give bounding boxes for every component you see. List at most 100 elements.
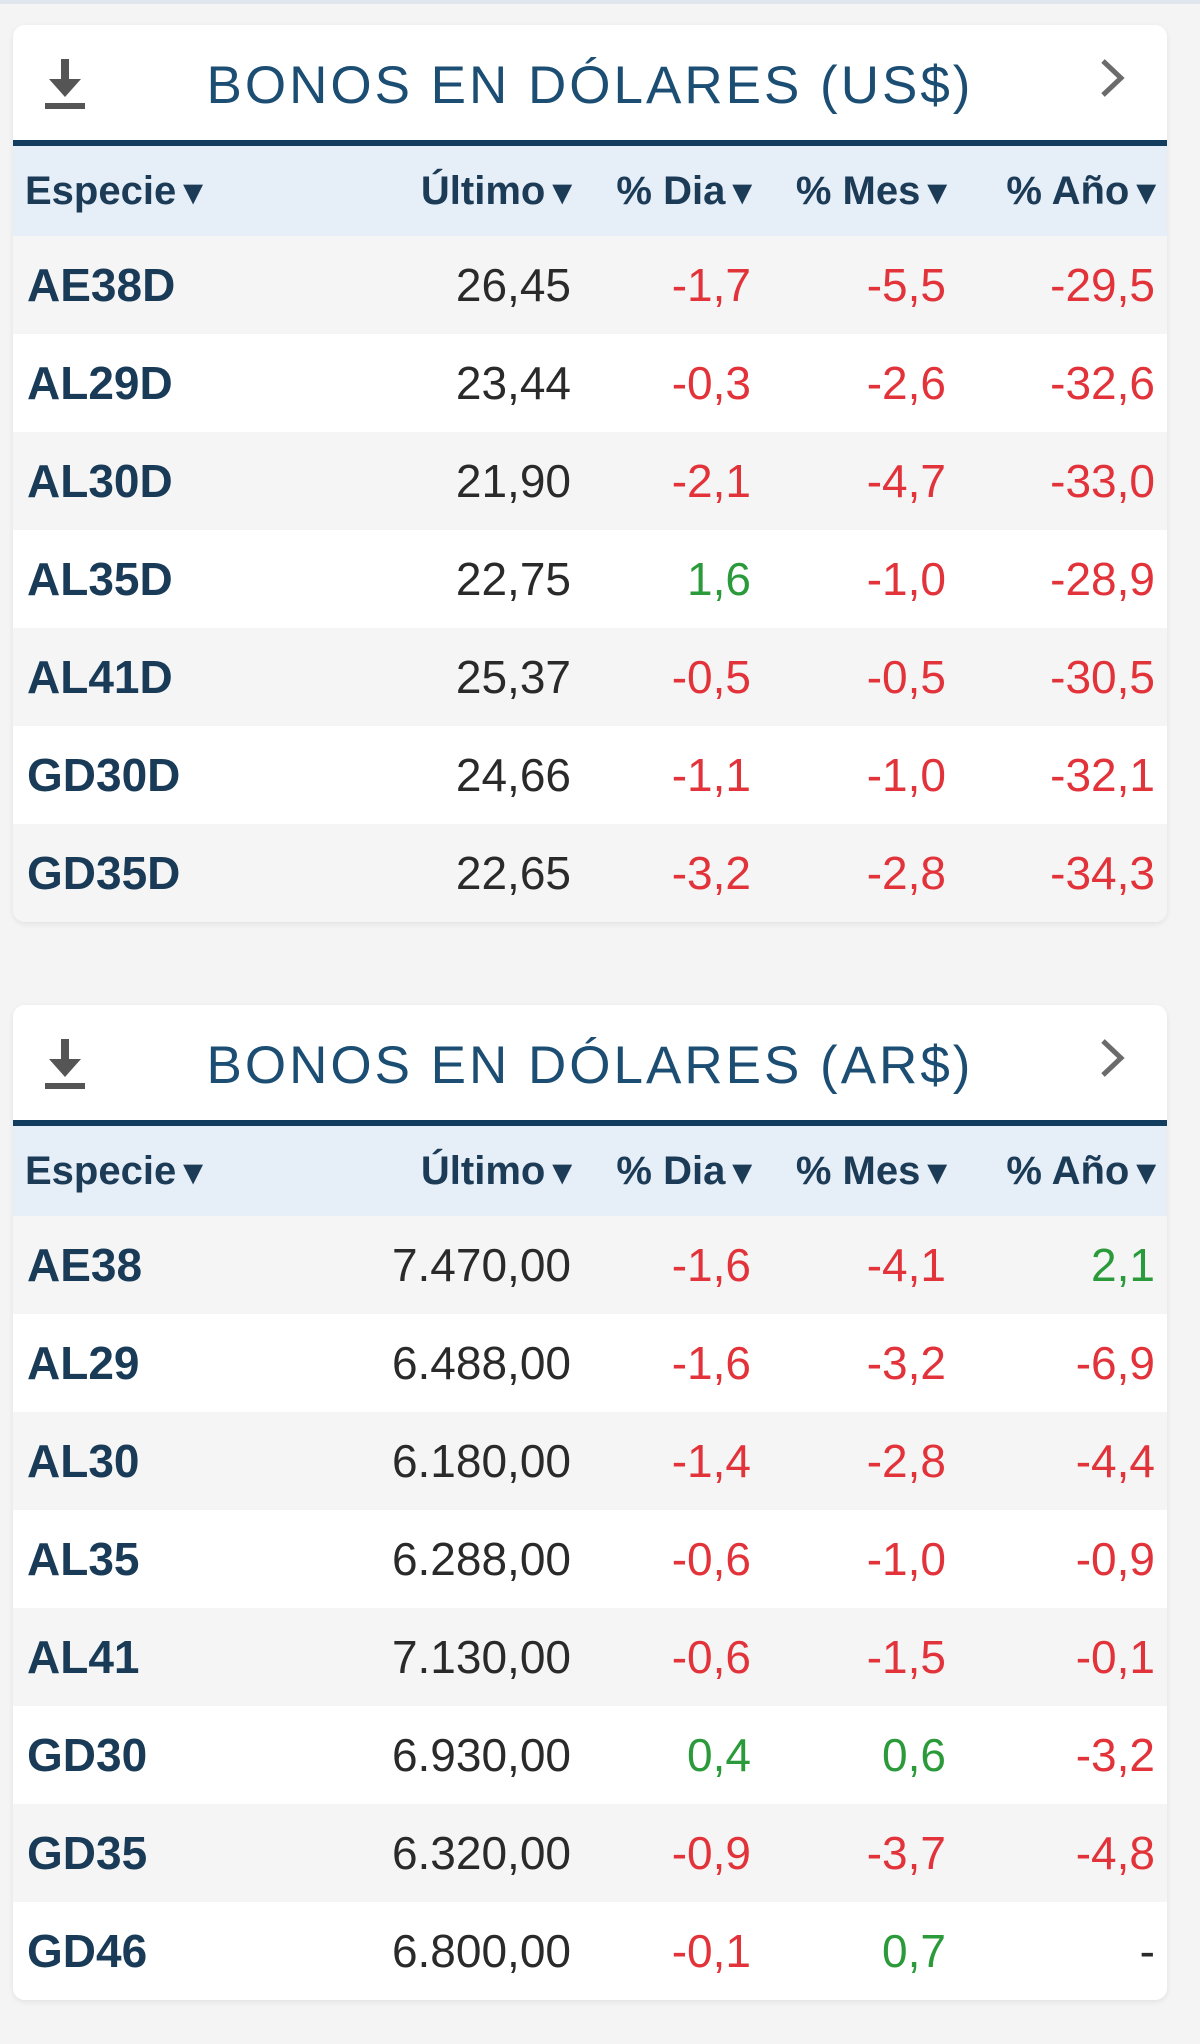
anio-cell: -29,5 bbox=[1050, 259, 1155, 311]
table-row[interactable]: GD46 6.800,00 -0,1 0,7 - bbox=[13, 1902, 1167, 2000]
ultimo-cell: 6.180,00 bbox=[391, 1435, 571, 1487]
dia-cell: 1,6 bbox=[687, 553, 751, 605]
dia-cell: -0,5 bbox=[671, 651, 751, 703]
card-header: BONOS EN DÓLARES (AR$) bbox=[13, 1005, 1167, 1126]
chevron-right-icon[interactable] bbox=[1095, 1035, 1129, 1081]
sort-arrow-icon: ▼ bbox=[1129, 1153, 1163, 1192]
especie-cell[interactable]: AL41 bbox=[27, 1631, 140, 1683]
column-header-especie[interactable]: Especie▼ bbox=[25, 168, 210, 213]
chevron-right-icon[interactable] bbox=[1095, 55, 1129, 101]
table-row[interactable]: AL41 7.130,00 -0,6 -1,5 -0,1 bbox=[13, 1608, 1167, 1706]
anio-cell: -30,5 bbox=[1050, 651, 1155, 703]
table-row[interactable]: AL30D 21,90 -2,1 -4,7 -33,0 bbox=[13, 432, 1167, 530]
especie-cell[interactable]: AL35 bbox=[27, 1533, 140, 1585]
mes-cell: -1,0 bbox=[866, 1533, 946, 1585]
ultimo-cell: 22,75 bbox=[455, 553, 571, 605]
anio-cell: -33,0 bbox=[1050, 455, 1155, 507]
ultimo-cell: 26,45 bbox=[455, 259, 571, 311]
table-row[interactable]: GD30 6.930,00 0,4 0,6 -3,2 bbox=[13, 1706, 1167, 1804]
dia-cell: -1,4 bbox=[671, 1435, 751, 1487]
ultimo-cell: 6.288,00 bbox=[391, 1533, 571, 1585]
especie-cell[interactable]: AL30D bbox=[27, 455, 173, 507]
especie-cell[interactable]: GD46 bbox=[27, 1925, 148, 1977]
column-header-mes[interactable]: % Mes▼ bbox=[795, 1148, 954, 1193]
mes-cell: -2,6 bbox=[866, 357, 946, 409]
sort-arrow-icon: ▼ bbox=[725, 1153, 759, 1192]
ultimo-cell: 22,65 bbox=[455, 847, 571, 899]
dia-cell: -0,9 bbox=[671, 1827, 751, 1879]
anio-cell: -4,4 bbox=[1075, 1435, 1155, 1487]
bonds-ars-card: BONOS EN DÓLARES (AR$) Especie▼ Último▼ … bbox=[13, 1005, 1167, 2000]
table-header-row: Especie▼ Último▼ % Dia▼ % Mes▼ % Año▼ bbox=[13, 146, 1167, 236]
card-title: BONOS EN DÓLARES (US$) bbox=[206, 56, 974, 115]
column-header-ultimo[interactable]: Último▼ bbox=[420, 1148, 579, 1193]
bonds-usd-card: BONOS EN DÓLARES (US$) Especie▼ Último▼ … bbox=[13, 25, 1167, 922]
especie-cell[interactable]: AE38 bbox=[27, 1239, 143, 1291]
table-header-row: Especie▼ Último▼ % Dia▼ % Mes▼ % Año▼ bbox=[13, 1126, 1167, 1216]
download-icon[interactable] bbox=[39, 55, 91, 111]
dia-cell: -3,2 bbox=[671, 847, 751, 899]
ultimo-cell: 24,66 bbox=[455, 749, 571, 801]
anio-cell: - bbox=[1139, 1925, 1155, 1977]
column-header-mes[interactable]: % Mes▼ bbox=[795, 168, 954, 213]
especie-cell[interactable]: GD30D bbox=[27, 749, 181, 801]
especie-cell[interactable]: AL29D bbox=[27, 357, 173, 409]
ultimo-cell: 6.800,00 bbox=[391, 1925, 571, 1977]
bonds-table: Especie▼ Último▼ % Dia▼ % Mes▼ % Año▼ AE… bbox=[13, 1126, 1167, 2000]
ultimo-cell: 25,37 bbox=[455, 651, 571, 703]
bonds-table: Especie▼ Último▼ % Dia▼ % Mes▼ % Año▼ AE… bbox=[13, 146, 1167, 922]
ultimo-cell: 7.130,00 bbox=[391, 1631, 571, 1683]
sort-arrow-icon: ▼ bbox=[725, 173, 759, 212]
anio-cell: -0,1 bbox=[1075, 1631, 1155, 1683]
especie-cell[interactable]: AL41D bbox=[27, 651, 173, 703]
especie-cell[interactable]: GD35 bbox=[27, 1827, 148, 1879]
column-header-dia[interactable]: % Dia▼ bbox=[616, 1148, 759, 1193]
column-header-especie[interactable]: Especie▼ bbox=[25, 1148, 210, 1193]
sort-arrow-icon: ▼ bbox=[176, 173, 210, 212]
table-row[interactable]: AL41D 25,37 -0,5 -0,5 -30,5 bbox=[13, 628, 1167, 726]
dia-cell: -1,6 bbox=[671, 1337, 751, 1389]
table-row[interactable]: GD35 6.320,00 -0,9 -3,7 -4,8 bbox=[13, 1804, 1167, 1902]
ultimo-cell: 6.488,00 bbox=[391, 1337, 571, 1389]
mes-cell: -1,0 bbox=[866, 749, 946, 801]
column-header-dia[interactable]: % Dia▼ bbox=[616, 168, 759, 213]
especie-cell[interactable]: AL30 bbox=[27, 1435, 140, 1487]
mes-cell: -3,7 bbox=[866, 1827, 946, 1879]
dia-cell: -1,6 bbox=[671, 1239, 751, 1291]
anio-cell: -4,8 bbox=[1075, 1827, 1155, 1879]
anio-cell: -0,9 bbox=[1075, 1533, 1155, 1585]
table-row[interactable]: AL35D 22,75 1,6 -1,0 -28,9 bbox=[13, 530, 1167, 628]
dia-cell: -1,1 bbox=[671, 749, 751, 801]
table-body: AE38 7.470,00 -1,6 -4,1 2,1 AL29 6.488,00 -1,6 -… bbox=[13, 1216, 1167, 2000]
table-row[interactable]: GD30D 24,66 -1,1 -1,0 -32,1 bbox=[13, 726, 1167, 824]
ultimo-cell: 21,90 bbox=[455, 455, 571, 507]
table-row[interactable]: AL29 6.488,00 -1,6 -3,2 -6,9 bbox=[13, 1314, 1167, 1412]
column-header-anio[interactable]: % Año▼ bbox=[1006, 168, 1163, 213]
sort-arrow-icon: ▼ bbox=[920, 1153, 954, 1192]
table-row[interactable]: AE38 7.470,00 -1,6 -4,1 2,1 bbox=[13, 1216, 1167, 1314]
anio-cell: -32,6 bbox=[1050, 357, 1155, 409]
mes-cell: 0,7 bbox=[882, 1925, 946, 1977]
dia-cell: 0,4 bbox=[687, 1729, 751, 1781]
table-row[interactable]: AL29D 23,44 -0,3 -2,6 -32,6 bbox=[13, 334, 1167, 432]
especie-cell[interactable]: AE38D bbox=[27, 259, 176, 311]
table-row[interactable]: AL35 6.288,00 -0,6 -1,0 -0,9 bbox=[13, 1510, 1167, 1608]
especie-cell[interactable]: GD35D bbox=[27, 847, 181, 899]
top-divider bbox=[0, 0, 1200, 4]
table-row[interactable]: AL30 6.180,00 -1,4 -2,8 -4,4 bbox=[13, 1412, 1167, 1510]
especie-cell[interactable]: AL29 bbox=[27, 1337, 140, 1389]
table-row[interactable]: AE38D 26,45 -1,7 -5,5 -29,5 bbox=[13, 236, 1167, 334]
column-header-ultimo[interactable]: Último▼ bbox=[420, 168, 579, 213]
table-row[interactable]: GD35D 22,65 -3,2 -2,8 -34,3 bbox=[13, 824, 1167, 922]
download-icon[interactable] bbox=[39, 1035, 91, 1091]
mes-cell: -5,5 bbox=[866, 259, 946, 311]
anio-cell: -6,9 bbox=[1075, 1337, 1155, 1389]
column-header-anio[interactable]: % Año▼ bbox=[1006, 1148, 1163, 1193]
especie-cell[interactable]: AL35D bbox=[27, 553, 173, 605]
ultimo-cell: 6.930,00 bbox=[391, 1729, 571, 1781]
dia-cell: -2,1 bbox=[671, 455, 751, 507]
anio-cell: -34,3 bbox=[1050, 847, 1155, 899]
ultimo-cell: 7.470,00 bbox=[391, 1239, 571, 1291]
especie-cell[interactable]: GD30 bbox=[27, 1729, 148, 1781]
mes-cell: -0,5 bbox=[866, 651, 946, 703]
